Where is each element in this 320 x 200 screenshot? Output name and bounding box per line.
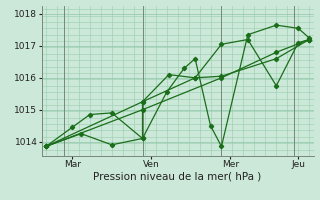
X-axis label: Pression niveau de la mer( hPa ): Pression niveau de la mer( hPa )	[93, 172, 262, 182]
